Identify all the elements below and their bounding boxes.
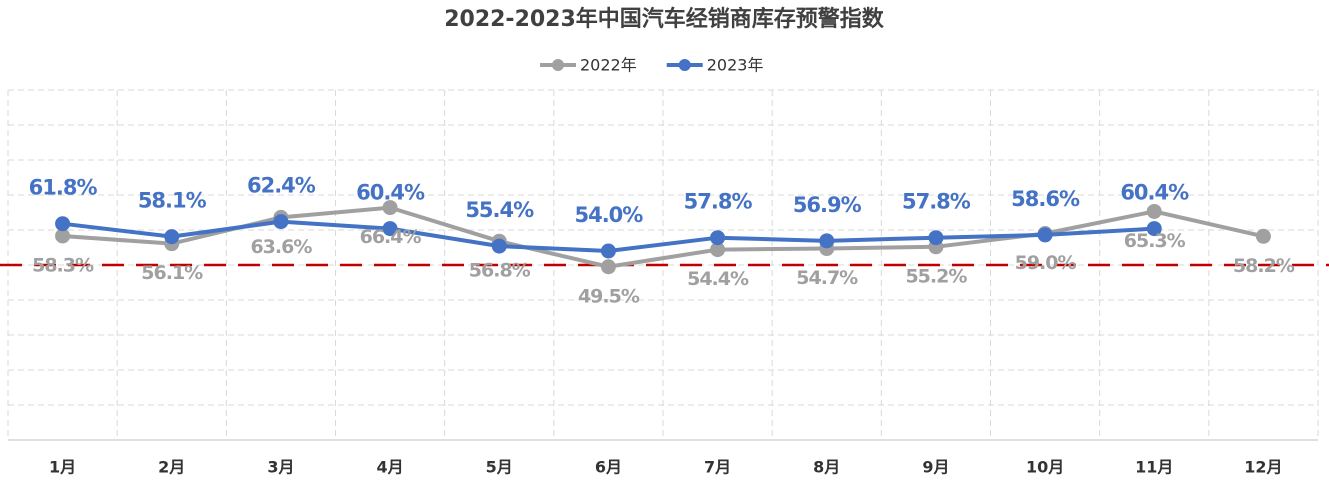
legend-label: 2023年 bbox=[707, 56, 764, 75]
x-tick-label: 9月 bbox=[922, 458, 949, 477]
data-label: 55.2% bbox=[905, 265, 967, 287]
data-point bbox=[273, 214, 289, 230]
data-point bbox=[1146, 203, 1162, 219]
data-label: 60.4% bbox=[356, 181, 425, 205]
data-label: 61.8% bbox=[29, 176, 98, 200]
x-tick-label: 11月 bbox=[1135, 458, 1173, 477]
x-tick-label: 3月 bbox=[267, 458, 294, 477]
data-point bbox=[382, 200, 398, 216]
data-label: 60.4% bbox=[1120, 181, 1189, 205]
data-label: 58.1% bbox=[138, 189, 207, 213]
x-tick-label: 10月 bbox=[1026, 458, 1064, 477]
x-tick-label: 5月 bbox=[486, 458, 513, 477]
data-point bbox=[55, 216, 71, 232]
data-label: 57.8% bbox=[684, 190, 753, 214]
legend-marker bbox=[552, 59, 564, 71]
data-label: 49.5% bbox=[578, 285, 640, 307]
data-point bbox=[164, 229, 180, 245]
legend-marker bbox=[678, 59, 691, 71]
x-tick-label: 12月 bbox=[1244, 458, 1282, 477]
data-label: 54.0% bbox=[574, 203, 643, 227]
data-point bbox=[600, 259, 616, 275]
data-point bbox=[1255, 228, 1271, 244]
data-label: 58.3% bbox=[32, 254, 94, 276]
data-label: 59.0% bbox=[1015, 252, 1077, 274]
data-point bbox=[55, 228, 71, 244]
x-tick-label: 2月 bbox=[158, 458, 185, 477]
x-tick-label: 4月 bbox=[377, 458, 404, 477]
data-point bbox=[1146, 221, 1162, 237]
data-point bbox=[1037, 227, 1053, 243]
data-point bbox=[382, 221, 398, 237]
x-tick-label: 6月 bbox=[595, 458, 622, 477]
legend-label: 2022年 bbox=[580, 56, 637, 75]
series-line bbox=[62, 205, 1264, 269]
data-label: 54.7% bbox=[796, 267, 858, 289]
data-label: 57.8% bbox=[902, 190, 971, 214]
data-point bbox=[819, 233, 835, 249]
data-label: 58.6% bbox=[1011, 187, 1080, 211]
data-label: 65.3% bbox=[1124, 230, 1186, 252]
data-point bbox=[710, 230, 726, 246]
data-label: 58.2% bbox=[1233, 255, 1295, 277]
data-label: 62.4% bbox=[247, 174, 316, 198]
data-label: 63.6% bbox=[250, 236, 312, 258]
data-point bbox=[928, 230, 944, 246]
x-tick-label: 8月 bbox=[813, 458, 840, 477]
data-label: 55.4% bbox=[465, 198, 534, 222]
data-label: 56.9% bbox=[793, 193, 862, 217]
data-label: 66.4% bbox=[360, 226, 422, 248]
chart-title: 2022-2023年中国汽车经销商库存预警指数 bbox=[444, 6, 885, 32]
data-point bbox=[600, 243, 616, 259]
data-label: 56.1% bbox=[141, 262, 203, 284]
data-point bbox=[710, 242, 726, 258]
x-tick-label: 7月 bbox=[704, 458, 731, 477]
data-label: 54.4% bbox=[687, 268, 749, 290]
x-tick-label: 1月 bbox=[49, 458, 76, 477]
data-label: 56.8% bbox=[469, 260, 531, 282]
data-point bbox=[491, 238, 507, 254]
